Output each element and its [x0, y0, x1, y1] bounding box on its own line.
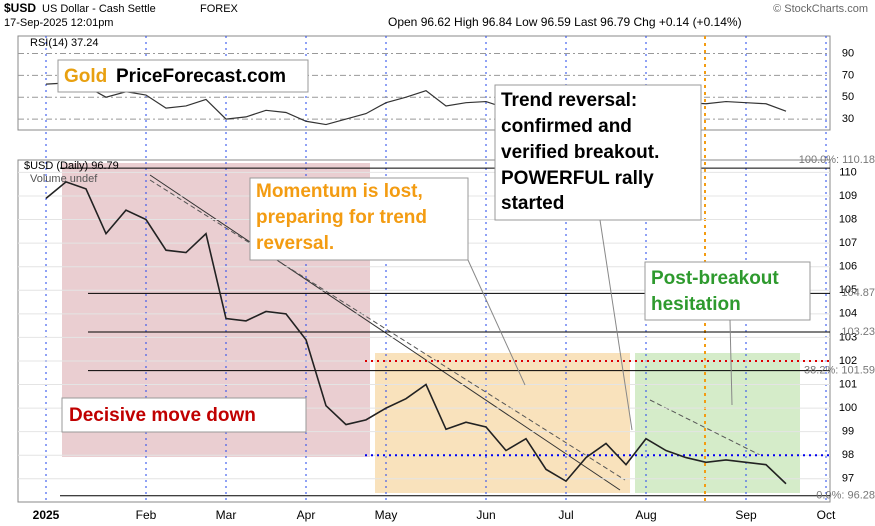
- annotation: confirmed and: [501, 116, 632, 137]
- annotation-box: [494, 84, 702, 221]
- orange-zone: [375, 353, 630, 493]
- price-panel: [17, 159, 831, 503]
- x-tick-label: Oct: [817, 508, 836, 522]
- symbol: $USD: [4, 1, 36, 15]
- x-tick-label: Apr: [297, 508, 316, 522]
- x-tick-label: May: [375, 508, 398, 522]
- y-tick-label: 90: [842, 47, 854, 59]
- pointer: [467, 259, 526, 386]
- rsi-panel: [17, 35, 831, 131]
- y-tick-label: 105: [839, 284, 857, 296]
- y-tick-label: 110: [839, 166, 857, 178]
- annotation: preparing for trend: [256, 207, 427, 228]
- x-tick-label: Aug: [635, 508, 656, 522]
- x-tick-label: 2025: [33, 508, 60, 522]
- y-tick-label: 30: [842, 113, 854, 125]
- exchange: FOREX: [200, 3, 239, 15]
- reference-label: 38.2%: 101.59: [804, 365, 875, 377]
- logo-gold: Gold: [64, 66, 107, 87]
- y-tick-label: 97: [842, 473, 854, 485]
- price-line: [45, 180, 787, 485]
- green-zone: [635, 353, 800, 493]
- annotation: POWERFUL rally: [501, 168, 654, 189]
- y-tick-label: 104: [839, 308, 857, 320]
- price-subtitle: Volume undef: [30, 173, 98, 185]
- y-tick-label: 109: [839, 190, 857, 202]
- x-tick-label: Sep: [735, 508, 757, 522]
- y-tick-label: 50: [842, 91, 854, 103]
- name: US Dollar - Cash Settle: [42, 3, 156, 15]
- logo-box: [57, 59, 309, 93]
- pointer: [729, 319, 733, 406]
- y-tick-label: 102: [839, 355, 857, 367]
- y-tick-label: 107: [839, 237, 857, 249]
- logo-site: PriceForecast.com: [116, 66, 286, 87]
- trend-line-dashed: [649, 399, 761, 456]
- credit: © StockCharts.com: [773, 3, 868, 15]
- reference-label: 103.23: [841, 326, 875, 338]
- trend-line: [149, 174, 621, 491]
- y-tick-label: 99: [842, 426, 854, 438]
- y-tick-label: 103: [839, 331, 857, 343]
- y-tick-label: 70: [842, 69, 854, 81]
- y-tick-label: 108: [839, 213, 857, 225]
- annotation: Decisive move down: [69, 405, 256, 426]
- reference-label: 104.87: [841, 287, 875, 299]
- annotation-box: [644, 261, 811, 321]
- datetime: 17-Sep-2025 12:01pm: [4, 17, 113, 29]
- x-tick-label: Mar: [216, 508, 237, 522]
- reference-label: 100.0%: 110.18: [799, 154, 875, 166]
- annotation: started: [501, 193, 564, 214]
- annotation: reversal.: [256, 233, 334, 254]
- annotation-box: [249, 177, 469, 261]
- y-tick-label: 98: [842, 449, 854, 461]
- pointer: [599, 219, 633, 431]
- x-tick-label: Jul: [558, 508, 573, 522]
- annotation: Momentum is lost,: [256, 181, 423, 202]
- y-tick-label: 101: [839, 378, 857, 390]
- annotation: verified breakout.: [501, 142, 659, 163]
- trend-line-dashed: [149, 179, 626, 481]
- y-tick-label: 106: [839, 261, 857, 273]
- price-title: $USD (Daily) 96.79: [24, 160, 119, 172]
- annotation-box: [61, 397, 307, 433]
- annotation: hesitation: [651, 294, 741, 315]
- x-tick-label: Feb: [136, 508, 157, 522]
- rsi-title: RSI(14) 37.24: [30, 37, 98, 49]
- quote: Open 96.62 High 96.84 Low 96.59 Last 96.…: [388, 15, 742, 29]
- x-tick-label: Jun: [476, 508, 495, 522]
- y-tick-label: 100: [839, 402, 857, 414]
- annotation: Trend reversal:: [501, 90, 637, 111]
- annotation: Post-breakout: [651, 268, 779, 289]
- reference-label: 0.0%: 96.28: [816, 490, 875, 502]
